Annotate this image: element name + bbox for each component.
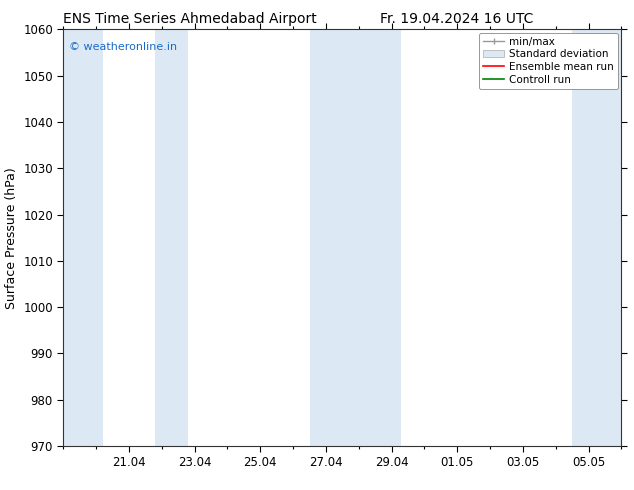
Bar (309, 29, 401, 446)
Text: © weatheronline.in: © weatheronline.in (69, 42, 177, 52)
Bar (572, 29, 621, 446)
Text: Fr. 19.04.2024 16 UTC: Fr. 19.04.2024 16 UTC (380, 12, 533, 26)
Y-axis label: Surface Pressure (hPa): Surface Pressure (hPa) (4, 167, 18, 309)
Bar (63, 29, 103, 446)
Legend: min/max, Standard deviation, Ensemble mean run, Controll run: min/max, Standard deviation, Ensemble me… (479, 32, 618, 89)
Text: ENS Time Series Ahmedabad Airport: ENS Time Series Ahmedabad Airport (63, 12, 317, 26)
Bar (155, 29, 188, 446)
